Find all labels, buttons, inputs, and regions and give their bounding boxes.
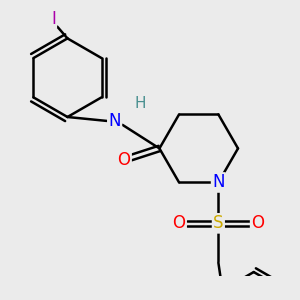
Text: N: N — [108, 112, 121, 130]
Text: O: O — [118, 151, 130, 169]
Text: I: I — [51, 10, 56, 28]
Text: O: O — [172, 214, 186, 232]
Text: N: N — [212, 173, 225, 191]
Text: O: O — [251, 214, 264, 232]
Text: S: S — [213, 214, 224, 232]
Text: H: H — [134, 96, 146, 111]
